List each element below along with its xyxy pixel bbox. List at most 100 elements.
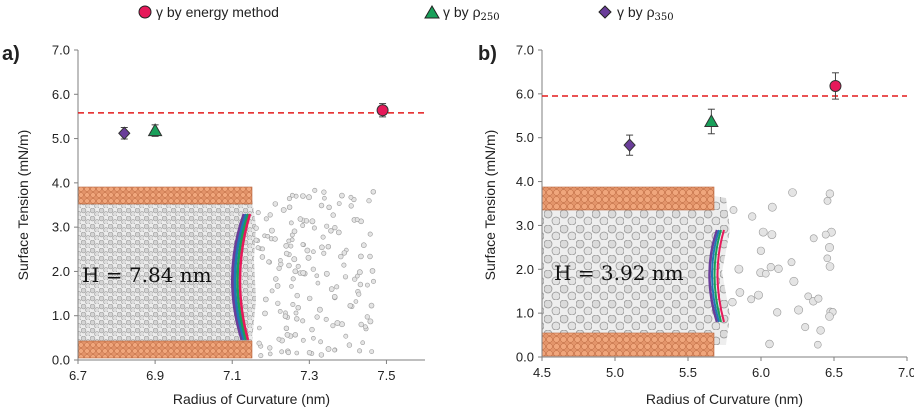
vapor-molecule [295, 305, 301, 311]
panel-a-y-tick-label: 5.0 [52, 131, 70, 146]
vapor-molecule [305, 254, 312, 261]
vapor-molecule [352, 276, 358, 282]
vapor-molecule [311, 249, 316, 254]
panel-a-triangle-point [147, 123, 163, 137]
vapor-molecule [286, 204, 293, 210]
panel-a-x-tick-label: 7.5 [377, 368, 395, 383]
panel-a-x-axis-label: Radius of Curvature (nm) [173, 391, 330, 407]
vapor-molecule [728, 298, 737, 307]
vapor-molecule [367, 231, 373, 237]
vapor-molecule [357, 281, 364, 288]
vapor-molecule [291, 228, 298, 235]
vapor-molecule [367, 253, 373, 260]
vapor-molecule [294, 350, 300, 356]
vapor-molecule [328, 286, 335, 292]
vapor-molecule [754, 290, 763, 300]
vapor-molecule [823, 254, 832, 263]
vapor-molecule [311, 335, 316, 341]
vapor-molecule [325, 346, 332, 352]
vapor-molecule [258, 353, 264, 359]
panel-b-x-tick-label: 7.0 [898, 365, 914, 380]
panel-b-y-tick-label: 1.0 [516, 306, 534, 321]
vapor-molecule [325, 244, 331, 250]
vapor-molecule [318, 202, 325, 209]
vapor-molecule [331, 293, 338, 300]
vapor-molecule [356, 291, 362, 297]
vapor-molecule [825, 262, 835, 271]
vapor-molecule [748, 212, 757, 221]
panel-a-simulation-inset: H = 7.84 nm [77, 186, 376, 359]
vapor-molecule [288, 220, 294, 226]
legend-marker-energy [138, 5, 152, 19]
vapor-molecule [358, 321, 364, 328]
vapor-molecule [272, 236, 278, 242]
vapor-molecule [253, 225, 259, 231]
legend-item-rho350: γ by ρ350 [598, 4, 674, 23]
vapor-molecule [825, 312, 834, 321]
vapor-molecule [758, 227, 768, 237]
vapor-molecule [311, 225, 317, 231]
vapor-molecule [357, 348, 363, 354]
vapor-molecule [330, 323, 336, 329]
panel-b-triangle-point [704, 113, 719, 127]
vapor-molecule [268, 227, 275, 234]
vapor-molecule [332, 347, 337, 353]
vapor-molecule [289, 284, 294, 289]
panel-b-y-tick-label: 5.0 [516, 130, 534, 145]
vapor-molecule [312, 187, 318, 193]
panel-b-x-tick-label: 4.5 [533, 365, 551, 380]
vapor-molecule [290, 276, 296, 282]
panel-a-top-wall [77, 186, 253, 205]
panel-b-interface-rho350 [708, 229, 719, 323]
panel-a-label: a) [2, 43, 20, 65]
vapor-molecule [368, 302, 375, 309]
vapor-molecule [330, 212, 336, 218]
legend-item-rho250: γ by ρ250 [424, 4, 500, 23]
vapor-molecule [370, 189, 376, 195]
panel-a-x-tick-label: 6.7 [69, 368, 87, 383]
vapor-molecule [364, 314, 370, 320]
vapor-molecule [367, 318, 374, 325]
vapor-molecule [315, 280, 321, 286]
vapor-molecule [282, 313, 289, 319]
panel-a-interface-blue [233, 213, 248, 341]
panel-a-bottom-wall [77, 340, 253, 359]
vapor-molecule [788, 188, 797, 197]
vapor-molecule [309, 326, 315, 333]
vapor-molecule [300, 337, 306, 343]
vapor-molecule [369, 268, 376, 274]
vapor-molecule [283, 325, 290, 331]
vapor-molecule [322, 195, 327, 201]
panel-b-label: b) [478, 43, 497, 65]
vapor-molecule [284, 331, 291, 338]
vapor-molecule [323, 270, 330, 277]
vapor-molecule [336, 201, 342, 206]
vapor-molecule [801, 323, 810, 332]
vapor-molecule [821, 230, 830, 239]
legend-label-rho250: γ by ρ250 [443, 4, 500, 23]
vapor-molecule [314, 273, 320, 279]
panel-b-interface-rho250 [713, 229, 722, 323]
vapor-molecule [274, 283, 281, 289]
vapor-molecule [297, 216, 303, 222]
vapor-molecule [267, 212, 273, 218]
vapor-molecule [794, 305, 804, 315]
panel-b-simulation-inset: H = 3.92 nm [541, 186, 837, 357]
vapor-molecule [323, 316, 329, 322]
panel-b-x-tick-label: 6.0 [752, 365, 770, 380]
vapor-molecule [804, 292, 813, 301]
vapor-molecule [348, 194, 354, 200]
vapor-molecule [277, 308, 283, 314]
panel-a-y-tick-label: 6.0 [52, 87, 70, 102]
panel-a-y-tick-label: 7.0 [52, 43, 70, 58]
panel-a-circle-point [376, 104, 389, 117]
vapor-molecule [255, 245, 261, 251]
panel-b-vapor-molecules [728, 188, 837, 349]
panel-b-x-axis-label: Radius of Curvature (nm) [646, 391, 803, 407]
vapor-molecule [273, 276, 279, 282]
panel-b-x-tick-label: 5.0 [606, 365, 624, 380]
vapor-molecule [326, 204, 332, 211]
panel-b-liquid-edge [714, 196, 730, 345]
vapor-molecule [360, 340, 366, 346]
panel-b-interface-energy [716, 229, 725, 323]
